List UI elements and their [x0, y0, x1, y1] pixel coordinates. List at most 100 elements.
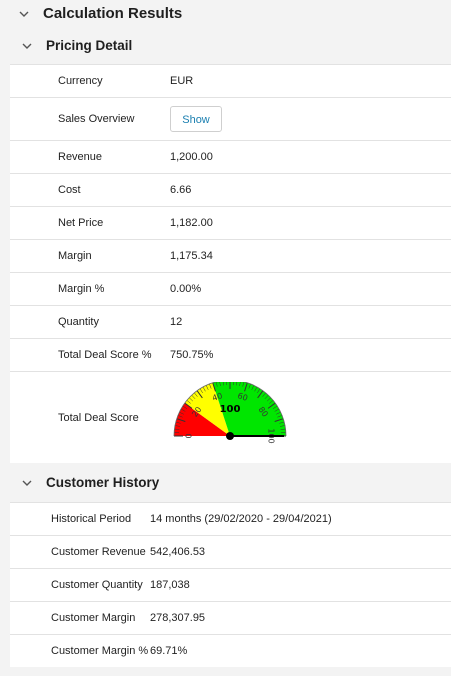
gauge-tick-label: 0 [185, 433, 194, 438]
customer-margin-percent-value: 69.71% [150, 645, 188, 657]
gauge-tick [257, 388, 261, 393]
customer-margin-percent-row: Customer Margin % 69.71% [10, 634, 451, 667]
gauge-zone-1 [184, 382, 230, 436]
gauge-tick [264, 394, 269, 399]
gauge-zones [174, 381, 286, 436]
net-price-label: Net Price [58, 217, 104, 229]
chevron-down-icon[interactable] [19, 9, 29, 19]
margin-label: Margin [58, 250, 92, 262]
gauge-tick [274, 408, 280, 412]
gauge-outline [173, 381, 287, 436]
gauge-value-text: 100 [220, 404, 241, 415]
gauge-tick [212, 382, 216, 391]
total-deal-score-label: Total Deal Score [58, 411, 139, 424]
gauge-tick [209, 383, 212, 389]
gauge-tick [277, 414, 283, 417]
net-price-row: Net Price 1,182.00 [10, 206, 451, 239]
customer-history-title: Customer History [46, 475, 160, 490]
gauge-tick [267, 396, 271, 401]
historical-period-value: 14 months (29/02/2020 - 29/04/2021) [150, 513, 332, 525]
gauge-tick [251, 384, 255, 390]
gauge-tick [272, 405, 278, 409]
gauge-tick [215, 381, 218, 387]
gauge-tick [244, 382, 248, 391]
gauge-tick [276, 411, 281, 415]
historical-period-label: Historical Period [51, 513, 132, 525]
gauge-tick [222, 381, 224, 385]
gauge-tick [239, 381, 241, 386]
currency-row: Currency EUR [10, 64, 451, 97]
customer-margin-percent-label: Customer Margin % [51, 645, 149, 657]
pricing-detail-header[interactable]: Pricing Detail [0, 27, 451, 64]
customer-revenue-row: Customer Revenue 542,406.53 [10, 535, 451, 568]
calculation-results-title: Calculation Results [43, 5, 183, 22]
gauge-tick [269, 399, 274, 404]
gauge-tick [280, 424, 286, 427]
sales-overview-row: Sales Overview Show [10, 97, 451, 140]
gauge-tick [182, 405, 188, 409]
gauge-hub [226, 431, 234, 440]
currency-label: Currency [58, 75, 103, 87]
customer-margin-value: 278,307.95 [150, 612, 206, 624]
chevron-down-icon[interactable] [22, 478, 32, 488]
sales-overview-label: Sales Overview [58, 113, 135, 125]
customer-history-header[interactable]: Customer History [0, 463, 451, 502]
net-price-value: 1,182.00 [170, 217, 213, 229]
cost-row: Cost 6.66 [10, 173, 451, 206]
gauge-tick [279, 421, 285, 424]
customer-quantity-label: Customer Quantity [51, 579, 143, 591]
gauge-tick [219, 381, 221, 386]
historical-period-row: Historical Period 14 months (29/02/2020 … [10, 502, 451, 535]
gauge-tick [262, 392, 266, 397]
gauge-tick [174, 424, 180, 427]
gauge-tick [202, 386, 206, 391]
gauge-tick [196, 389, 203, 398]
customer-history-panel: Historical Period 14 months (29/02/2020 … [10, 502, 451, 667]
cost-value: 6.66 [170, 184, 192, 196]
chevron-down-icon[interactable] [22, 41, 32, 51]
gauge-tick [177, 414, 183, 417]
customer-quantity-value: 187,038 [150, 579, 190, 591]
gauge-tick [191, 394, 196, 399]
total-deal-score-row: Total Deal Score 0 20 40 60 80 100 100 [10, 371, 451, 463]
customer-quantity-row: Customer Quantity 187,038 [10, 568, 451, 601]
pricing-detail-title: Pricing Detail [46, 38, 133, 53]
margin-percent-label: Margin % [58, 283, 105, 295]
quantity-label: Quantity [58, 316, 99, 328]
revenue-value: 1,200.00 [170, 151, 213, 163]
gauge-ticks [173, 381, 287, 436]
currency-value: EUR [170, 75, 194, 87]
gauge-tick [180, 408, 186, 412]
gauge-tick [186, 399, 191, 404]
pricing-detail-panel: Currency EUR Sales Overview Show Revenue… [10, 64, 451, 463]
show-sales-overview-button[interactable]: Show [170, 106, 222, 132]
gauge-tick [236, 381, 238, 385]
gauge-tick-label: 60 [236, 391, 248, 403]
customer-margin-label: Customer Margin [51, 612, 136, 624]
gauge-tick-label: 40 [211, 391, 223, 403]
calculation-results-header[interactable]: Calculation Results [0, 0, 451, 27]
gauge-tick [194, 392, 198, 397]
gauge-tick [248, 383, 251, 389]
total-deal-score-percent-row: Total Deal Score % 750.75% [10, 338, 451, 371]
gauge-tick [199, 388, 203, 393]
gauge-tick [189, 396, 193, 401]
gauge-tick [254, 386, 258, 391]
customer-revenue-value: 542,406.53 [150, 546, 206, 558]
gauge-tick [274, 417, 284, 422]
gauge-tick [175, 421, 181, 424]
gauge-zone-0 [174, 402, 230, 436]
gauge-tick [184, 402, 193, 409]
gauge-tick [257, 389, 264, 398]
gauge-zone-2 [212, 381, 286, 436]
margin-value: 1,175.34 [170, 250, 213, 262]
gauge-tick [242, 381, 245, 387]
total-deal-score-percent-value: 750.75% [170, 349, 214, 361]
margin-percent-value: 0.00% [170, 283, 202, 295]
customer-margin-row: Customer Margin 278,307.95 [10, 601, 451, 634]
gauge-tick [280, 428, 286, 430]
quantity-value: 12 [170, 316, 183, 328]
revenue-label: Revenue [58, 151, 103, 163]
margin-row: Margin 1,175.34 [10, 239, 451, 272]
